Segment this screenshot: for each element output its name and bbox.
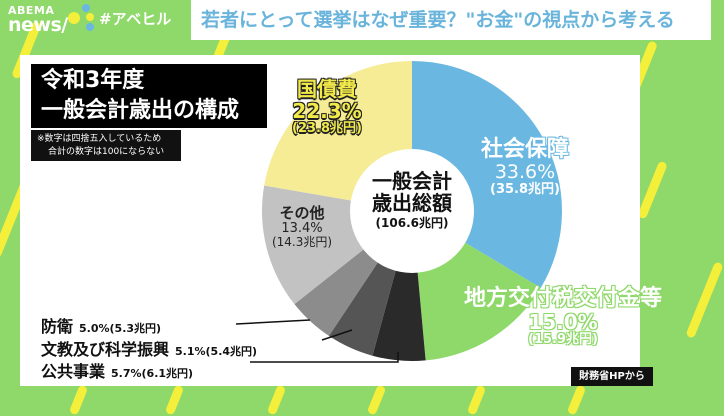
logo-dot-blue bbox=[82, 4, 90, 12]
label-percent: 22.3% bbox=[292, 99, 362, 123]
note-line1: ※数字は四捨五入しているため bbox=[37, 134, 162, 144]
label-education-science: 文教及び科学振興 5.1%(5.4兆円) bbox=[41, 336, 257, 360]
label-value: 5.0%(5.3兆円) bbox=[79, 322, 162, 335]
logo-dot-yellow-small bbox=[86, 13, 94, 21]
headline-banner: 若者にとって選挙はなぜ重要？"お金"の視点から考える bbox=[191, 0, 711, 40]
leader-line-education bbox=[321, 329, 353, 341]
chart-title-line2: 一般会計歳出の構成 bbox=[41, 98, 240, 123]
label-percent: 33.6% bbox=[494, 161, 556, 184]
label-amount: (14.3兆円) bbox=[271, 234, 333, 249]
abema-news-logo[interactable]: ABEMA news/ bbox=[6, 4, 96, 38]
label-name: 国債費 bbox=[297, 77, 357, 101]
note-line2: 合計の数字は100にならない bbox=[48, 147, 165, 157]
label-percent: 13.4% bbox=[281, 220, 323, 236]
label-name: 文教及び科学振興 bbox=[41, 340, 170, 359]
label-name: 公共事業 bbox=[41, 362, 106, 381]
label-amount: (15.9兆円) bbox=[528, 332, 598, 348]
label-local-allocation: 地方交付税交付金等 15.0% (15.9兆円) bbox=[428, 286, 698, 348]
label-amount: (35.8兆円) bbox=[490, 182, 560, 198]
label-social-security: 社会保障 33.6% (35.8兆円) bbox=[455, 137, 595, 198]
label-value: 5.7%(6.1兆円) bbox=[111, 367, 194, 380]
logo-text-abema: ABEMA bbox=[8, 4, 55, 17]
label-value: 5.1%(5.4兆円) bbox=[175, 345, 258, 358]
leader-line-public-works bbox=[250, 352, 399, 363]
label-name: 防衛 bbox=[41, 317, 74, 336]
label-public-works: 公共事業 5.7%(6.1兆円) bbox=[41, 358, 193, 382]
label-other: その他 13.4% (14.3兆円) bbox=[262, 205, 342, 249]
leader-line-defense bbox=[235, 319, 311, 325]
logo-dot-yellow bbox=[68, 12, 80, 24]
label-defense: 防衛 5.0%(5.3兆円) bbox=[41, 313, 161, 337]
chart-title: 令和3年度 一般会計歳出の構成 bbox=[31, 64, 267, 128]
source-badge: 財務省HPから bbox=[571, 367, 653, 386]
chart-title-line1: 令和3年度 bbox=[41, 68, 145, 93]
logo-text-news: news/ bbox=[8, 14, 68, 36]
label-national-debt: 国債費 22.3% (23.8兆円) bbox=[277, 78, 377, 136]
logo-dot-blue-small bbox=[86, 23, 94, 31]
label-name: 地方交付税交付金等 bbox=[463, 286, 662, 311]
label-amount: (23.8兆円) bbox=[292, 121, 362, 136]
center-label: 一般会計 歳出総額 (106.6兆円) bbox=[352, 170, 472, 230]
label-name: 社会保障 bbox=[480, 137, 569, 162]
label-name: その他 bbox=[279, 204, 325, 222]
center-label-total: (106.6兆円) bbox=[375, 216, 449, 230]
rounding-note: ※数字は四捨五入しているため 合計の数字は100にならない bbox=[31, 130, 181, 161]
label-percent: 15.0% bbox=[528, 310, 598, 335]
donut-chart bbox=[235, 61, 562, 363]
center-label-line1: 一般会計 bbox=[372, 169, 452, 193]
donut-hole bbox=[350, 149, 474, 273]
center-label-line2: 歳出総額 bbox=[372, 191, 452, 215]
program-hashtag: #アベヒル bbox=[99, 10, 172, 28]
